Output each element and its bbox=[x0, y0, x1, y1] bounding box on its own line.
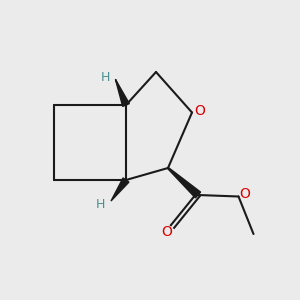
Text: O: O bbox=[162, 225, 172, 239]
Polygon shape bbox=[116, 80, 127, 105]
Text: O: O bbox=[240, 187, 250, 201]
Polygon shape bbox=[116, 80, 129, 106]
Polygon shape bbox=[168, 168, 201, 198]
Text: H: H bbox=[96, 198, 105, 211]
Polygon shape bbox=[111, 178, 129, 201]
Text: H: H bbox=[101, 70, 111, 84]
Text: O: O bbox=[194, 104, 205, 118]
